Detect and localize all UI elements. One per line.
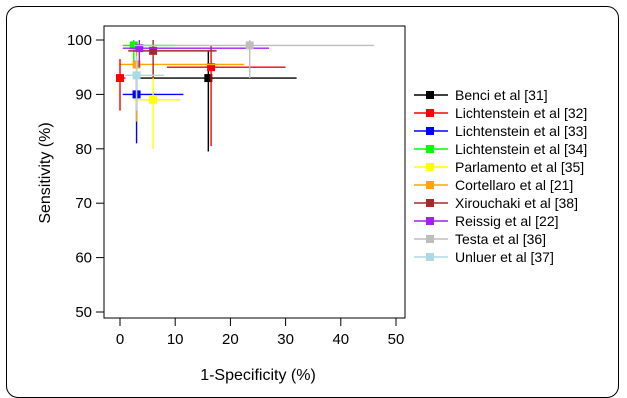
data-point-marker: [132, 71, 141, 80]
series-8: [133, 40, 374, 79]
legend-label: Lichtenstein et al [34]: [455, 141, 587, 157]
series-7: [122, 40, 270, 68]
legend-item: Lichtenstein et al [33]: [414, 123, 587, 139]
data-point-marker: [149, 46, 158, 55]
x-tick-label: 0: [116, 331, 124, 348]
y-tick-label: 60: [75, 250, 92, 267]
data-point-marker: [245, 41, 254, 50]
legend-marker: [426, 235, 434, 243]
legend-marker: [426, 127, 434, 135]
x-tick-label: 30: [277, 331, 294, 348]
series-9: [125, 56, 165, 111]
legend-label: Unluer et al [37]: [455, 249, 554, 265]
legend-label: Benci et al [31]: [455, 87, 548, 103]
data-point-marker: [204, 74, 213, 83]
axes: 0 10 20 30 40 50 50 60 70 80 90 100: [67, 32, 404, 348]
data-point-marker: [116, 74, 124, 83]
legend-label: Xirouchaki et al [38]: [455, 195, 578, 211]
series-0: [133, 50, 297, 152]
legend-label: Lichtenstein et al [32]: [455, 105, 587, 121]
series-1: [166, 45, 286, 147]
y-tick-label: 80: [75, 141, 92, 158]
y-tick-label: 50: [75, 304, 92, 321]
data-point-marker: [149, 95, 158, 104]
legend-item: Parlamento et al [35]: [414, 159, 584, 175]
series-10: [116, 59, 126, 111]
legend-marker: [426, 217, 434, 225]
data-point-marker: [207, 63, 216, 72]
legend-item: Lichtenstein et al [32]: [414, 105, 587, 121]
legend-marker: [426, 163, 434, 171]
legend: Benci et al [31] Lichtenstein et al [32] L…: [414, 87, 587, 265]
legend-item: Testa et al [36]: [414, 231, 546, 247]
legend-label: Testa et al [36]: [455, 231, 546, 247]
legend-marker: [426, 109, 434, 117]
legend-item: Xirouchaki et al [38]: [414, 195, 578, 211]
chart-svg: 1-Specificity (%) Sensitivity (%) 0 10 20 3…: [37, 25, 587, 384]
data-point-marker: [135, 44, 144, 53]
x-tick-label: 20: [222, 331, 239, 348]
series-layer: [116, 40, 374, 152]
legend-item: Cortellaro et al [21]: [414, 177, 573, 193]
x-tick-label: 10: [167, 331, 184, 348]
y-tick-label: 70: [75, 195, 92, 212]
y-tick-label: 100: [67, 32, 92, 49]
y-axis-title: Sensitivity (%): [37, 122, 54, 223]
legend-marker: [426, 145, 434, 153]
legend-item: Lichtenstein et al [34]: [414, 141, 587, 157]
legend-marker: [426, 91, 434, 99]
x-axis-title: 1-Specificity (%): [200, 367, 316, 384]
legend-item: Unluer et al [37]: [414, 249, 554, 265]
y-tick-label: 90: [75, 86, 92, 103]
legend-marker: [426, 199, 434, 207]
legend-item: Reissig et al [22]: [414, 213, 559, 229]
legend-marker: [426, 181, 434, 189]
legend-label: Cortellaro et al [21]: [455, 177, 573, 193]
series-4: [133, 67, 181, 149]
x-tick-label: 50: [388, 331, 405, 348]
legend-marker: [426, 253, 434, 261]
plot-area: [103, 25, 406, 319]
legend-label: Reissig et al [22]: [455, 213, 559, 229]
legend-label: Parlamento et al [35]: [455, 159, 584, 175]
legend-label: Lichtenstein et al [33]: [455, 123, 587, 139]
legend-item: Benci et al [31]: [414, 87, 548, 103]
x-tick-label: 40: [332, 331, 349, 348]
